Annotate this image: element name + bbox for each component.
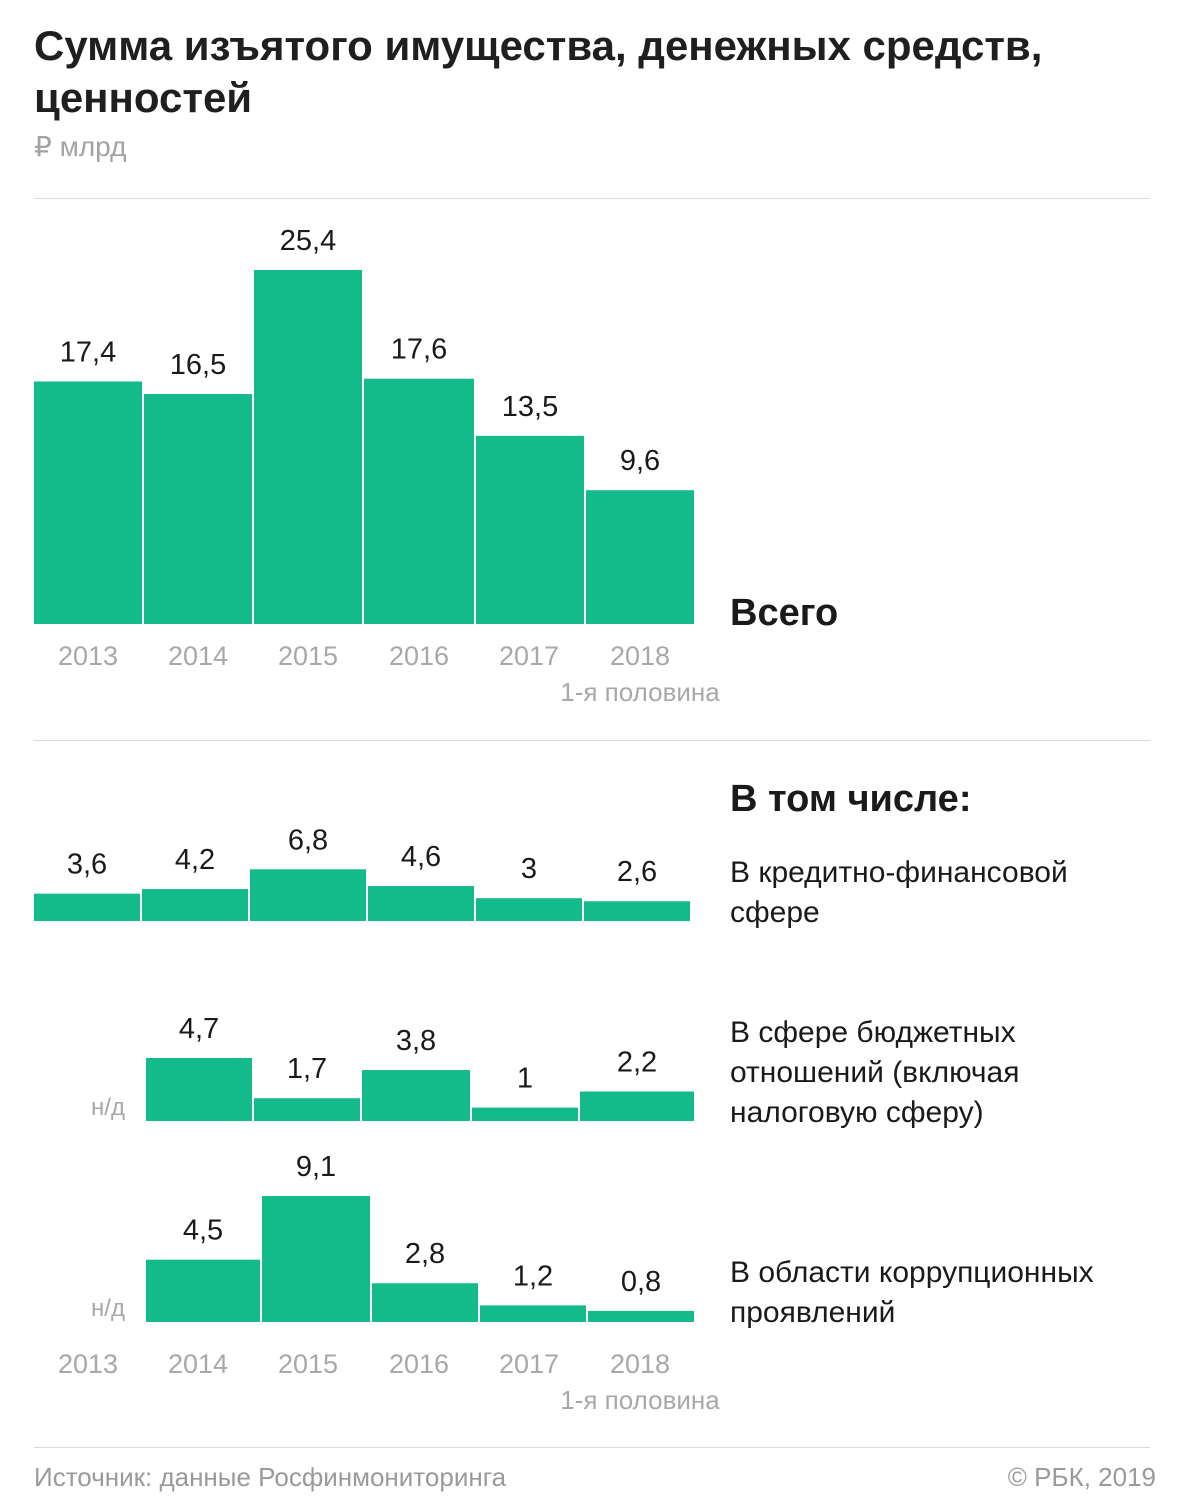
budget-category-label: В сфере бюджетных отношений (включая нал…: [730, 1016, 1020, 1129]
budget-bar-2013-na-label: н/д: [91, 1094, 125, 1121]
total-value-label-2016: 17,6: [391, 334, 447, 366]
source-note: Источник: данные Росфинмониторинга: [34, 1462, 507, 1492]
budget-bar-2016: [362, 1070, 470, 1121]
budget-bar-2017: [472, 1107, 578, 1121]
finance-category-label: В кредитно-финансовой сфере: [730, 856, 1068, 929]
finance-bar-2016: [368, 886, 474, 921]
budget-value-label-2016: 3,8: [396, 1025, 436, 1057]
total-value-label-2013: 17,4: [60, 336, 116, 368]
finance-bar-2017: [476, 898, 582, 921]
unit-label: ₽ млрд: [34, 131, 127, 162]
total-value-label-2018: 9,6: [620, 445, 660, 477]
total-value-label-2015: 25,4: [280, 225, 336, 257]
budget-value-label-2017: 1: [517, 1063, 533, 1095]
total-axis-tick-2016: 2016: [389, 641, 449, 671]
divider-bottom: [34, 1447, 1150, 1448]
total-value-label-2017: 13,5: [502, 391, 558, 423]
corruption-bar-2015: [262, 1196, 370, 1322]
budget-value-label-2015: 1,7: [287, 1053, 327, 1085]
total-axis-half-note: 1-я половина: [560, 677, 720, 707]
budget-bar-2015: [254, 1098, 360, 1121]
corruption-bar-2014: [146, 1259, 260, 1322]
total-axis-tick-2017: 2017: [499, 641, 559, 671]
finance-value-label-2018: 2,6: [617, 856, 657, 888]
finance-bar-2018: [584, 901, 690, 921]
total-bar-2018: [586, 490, 694, 624]
finance-value-label-2016: 4,6: [401, 841, 441, 873]
corruption-value-label-2015: 9,1: [296, 1151, 336, 1183]
bottom-axis-tick-2015: 2015: [278, 1349, 338, 1379]
bottom-axis-tick-2013: 2013: [58, 1349, 118, 1379]
finance-value-label-2015: 6,8: [288, 824, 328, 856]
total-bar-2014: [144, 394, 252, 624]
total-bar-2013: [34, 381, 142, 624]
chart-title: Сумма изъятого имущества, денежных средс…: [34, 22, 1043, 121]
total-axis-tick-2014: 2014: [168, 641, 228, 671]
bottom-axis-tick-2016: 2016: [389, 1349, 449, 1379]
bottom-axis-tick-2014: 2014: [168, 1349, 228, 1379]
budget-value-label-2018: 2,2: [617, 1047, 657, 1079]
finance-bar-2013: [34, 893, 140, 921]
divider-top: [34, 198, 1150, 199]
including-label: В том числе:: [730, 778, 972, 820]
total-axis-tick-2018: 2018: [610, 641, 670, 671]
budget-value-label-2014: 4,7: [179, 1013, 219, 1045]
corruption-bar-2017: [480, 1305, 586, 1322]
corruption-value-label-2016: 2,8: [405, 1238, 445, 1270]
finance-value-label-2013: 3,6: [67, 849, 107, 881]
total-bar-2015: [254, 270, 362, 624]
finance-bar-2015: [250, 869, 366, 921]
bottom-axis-tick-2017: 2017: [499, 1349, 559, 1379]
finance-value-label-2017: 3: [521, 853, 537, 885]
corruption-value-label-2018: 0,8: [621, 1266, 661, 1298]
corruption-bar-2016: [372, 1283, 478, 1322]
finance-bar-2014: [142, 889, 248, 921]
total-axis-tick-2013: 2013: [58, 641, 118, 671]
budget-bar-2018: [580, 1091, 694, 1121]
total-bar-2017: [476, 435, 584, 624]
divider-middle: [34, 740, 1150, 741]
copyright: © РБК, 2019: [1007, 1462, 1156, 1492]
finance-value-label-2014: 4,2: [175, 844, 215, 876]
corruption-value-label-2017: 1,2: [513, 1260, 553, 1292]
corruption-value-label-2014: 4,5: [183, 1215, 223, 1247]
corruption-bar-2018: [588, 1310, 694, 1322]
total-axis-tick-2015: 2015: [278, 641, 338, 671]
bottom-axis-half-note: 1-я половина: [560, 1385, 720, 1415]
total-bar-2016: [364, 378, 474, 624]
corruption-category-label: В области коррупционных проявлений: [730, 1256, 1094, 1329]
corruption-bar-2013-na-label: н/д: [91, 1295, 125, 1322]
total-value-label-2014: 16,5: [170, 349, 226, 381]
total-label: Всего: [730, 592, 839, 634]
bottom-axis-tick-2018: 2018: [610, 1349, 670, 1379]
budget-bar-2014: [146, 1058, 252, 1121]
